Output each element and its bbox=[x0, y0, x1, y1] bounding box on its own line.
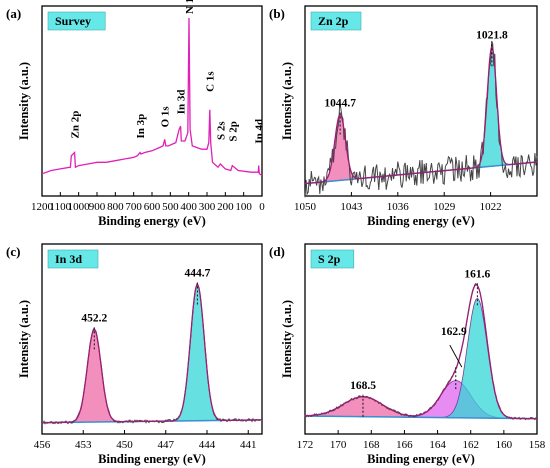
x-tick-label: 1036 bbox=[387, 201, 410, 213]
fit-envelope bbox=[305, 284, 537, 420]
peak-fill bbox=[42, 284, 262, 423]
peak-label: 168.5 bbox=[350, 380, 376, 392]
x-tick-label: 700 bbox=[125, 201, 142, 213]
peak-fill bbox=[305, 298, 537, 420]
x-tick-label: 160 bbox=[496, 439, 513, 451]
x-tick-label: 1200 bbox=[31, 201, 54, 213]
peak-annotation: O 1s bbox=[160, 106, 172, 128]
x-tick-label: 164 bbox=[429, 439, 446, 451]
panel-tag: Zn 2p bbox=[318, 14, 349, 28]
x-tick-label: 400 bbox=[180, 201, 197, 213]
x-tick-label: 0 bbox=[259, 201, 265, 213]
raw-data-line bbox=[41, 282, 263, 425]
x-tick-label: 300 bbox=[199, 201, 216, 213]
x-tick-label: 158 bbox=[529, 439, 546, 451]
survey-line bbox=[41, 17, 263, 176]
x-tick-label: 162 bbox=[462, 439, 479, 451]
fit-envelope bbox=[42, 283, 262, 424]
peak-label: 1021.8 bbox=[476, 29, 508, 41]
x-tick-label: 200 bbox=[217, 201, 234, 213]
x-tick-label: 800 bbox=[107, 201, 124, 213]
panel-letter: (a) bbox=[6, 6, 21, 21]
panel-letter: (c) bbox=[6, 244, 20, 259]
peak-annotation: Zn 2p bbox=[70, 111, 82, 139]
panel-tag-box bbox=[310, 249, 355, 269]
peak-label: 162.9 bbox=[441, 326, 467, 338]
panel-3: (c) In 3d 456 453 450 447 444 441 Binding energy… bbox=[6, 243, 263, 466]
x-tick-label: 1022 bbox=[480, 201, 502, 213]
panel-tag: S 2p bbox=[318, 252, 341, 266]
panel-tag-box bbox=[310, 11, 362, 31]
peak-label: 1044.7 bbox=[324, 97, 356, 109]
peak-annotation: S 2s bbox=[215, 121, 227, 140]
x-tick-label: 170 bbox=[330, 439, 347, 451]
plot-frame bbox=[304, 243, 538, 435]
raw-data-line bbox=[304, 282, 538, 421]
x-tick-label: 1043 bbox=[340, 201, 363, 213]
panel-tag-box bbox=[47, 11, 106, 31]
peak-label: 452.2 bbox=[81, 312, 107, 324]
y-axis-title: Intensity (a.u.) bbox=[17, 62, 31, 140]
peak-annotation: N 1s bbox=[184, 0, 196, 14]
x-tick-label: 1000 bbox=[68, 201, 91, 213]
panel-letter: (b) bbox=[269, 6, 285, 21]
baseline bbox=[304, 415, 538, 420]
x-tick-label: 600 bbox=[144, 201, 161, 213]
peak-pointer-arrow bbox=[449, 344, 463, 368]
peak-label: 161.6 bbox=[464, 268, 490, 280]
peak-annotation: In 4d bbox=[254, 119, 266, 144]
x-axis-title: Binding energy (eV) bbox=[367, 214, 475, 228]
y-axis-title: Intensity (a.u.) bbox=[280, 62, 294, 140]
peak-annotation: In 3d bbox=[175, 89, 187, 114]
y-axis-title: Intensity (a.u.) bbox=[17, 300, 31, 378]
panel-2: (b) Zn 2p 1050 1043 1036 1029 1022 Binding ener… bbox=[269, 5, 538, 228]
x-axis-title: Binding energy (eV) bbox=[98, 452, 206, 466]
panel-letter: (d) bbox=[269, 244, 285, 259]
fit-envelope bbox=[304, 45, 538, 185]
x-tick-label: 453 bbox=[75, 439, 92, 451]
x-tick-label: 1050 bbox=[294, 201, 317, 213]
x-tick-label: 456 bbox=[34, 439, 51, 451]
peak-label: 444.7 bbox=[184, 267, 210, 279]
panel-tag-box bbox=[47, 249, 99, 269]
x-tick-label: 447 bbox=[158, 439, 175, 451]
x-axis-title: Binding energy (eV) bbox=[367, 452, 475, 466]
x-tick-label: 1100 bbox=[50, 201, 72, 213]
x-tick-label: 100 bbox=[235, 201, 252, 213]
x-tick-label: 500 bbox=[162, 201, 179, 213]
panel-4: (d) S 2p 172 170 168 166 164 162 160 158 Binding e… bbox=[269, 243, 546, 466]
x-tick-label: 172 bbox=[297, 439, 314, 451]
peak-annotation: S 2p bbox=[227, 121, 239, 141]
x-tick-label: 1029 bbox=[433, 201, 456, 213]
peak-annotation: In 3p bbox=[135, 114, 147, 139]
peak-annotation: C 1s bbox=[205, 71, 217, 92]
x-tick-label: 450 bbox=[116, 439, 133, 451]
x-tick-label: 168 bbox=[363, 439, 380, 451]
x-tick-label: 900 bbox=[89, 201, 106, 213]
x-tick-label: 441 bbox=[240, 439, 257, 451]
peak-fill bbox=[42, 328, 262, 423]
panel-tag: Survey bbox=[55, 14, 91, 28]
x-tick-label: 444 bbox=[199, 439, 216, 451]
plot-frame bbox=[304, 5, 538, 197]
y-axis-title: Intensity (a.u.) bbox=[280, 300, 294, 378]
x-axis-title: Binding energy (eV) bbox=[98, 214, 206, 228]
panel-tag: In 3d bbox=[55, 252, 82, 266]
x-tick-label: 166 bbox=[396, 439, 413, 451]
plot-frame bbox=[41, 243, 263, 435]
